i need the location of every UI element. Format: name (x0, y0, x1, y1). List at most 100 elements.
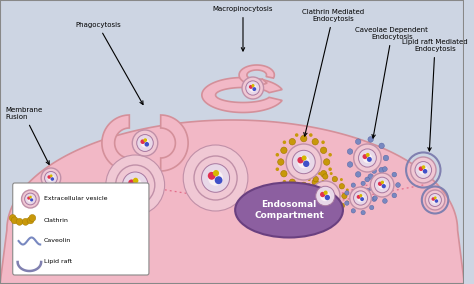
Circle shape (321, 180, 325, 183)
Circle shape (283, 141, 286, 144)
Circle shape (286, 144, 321, 180)
Circle shape (332, 176, 337, 182)
Circle shape (351, 209, 356, 213)
Circle shape (357, 194, 365, 202)
Circle shape (321, 141, 325, 144)
Circle shape (330, 172, 333, 175)
Circle shape (133, 178, 138, 183)
Circle shape (306, 203, 311, 208)
Circle shape (128, 178, 142, 192)
Circle shape (318, 172, 321, 175)
Circle shape (342, 193, 347, 199)
Circle shape (289, 139, 295, 145)
Circle shape (249, 85, 253, 89)
Circle shape (298, 156, 310, 168)
FancyBboxPatch shape (13, 183, 149, 275)
Circle shape (21, 190, 39, 208)
Circle shape (381, 181, 384, 184)
Text: Extracellular vesicle: Extracellular vesicle (44, 197, 108, 202)
Circle shape (379, 143, 384, 149)
Circle shape (51, 177, 54, 181)
Circle shape (340, 178, 343, 181)
Circle shape (422, 165, 425, 169)
Polygon shape (161, 115, 188, 171)
Circle shape (392, 172, 397, 177)
Circle shape (309, 133, 312, 137)
Circle shape (347, 149, 353, 154)
Circle shape (357, 195, 361, 199)
Circle shape (345, 201, 349, 205)
Circle shape (320, 170, 327, 177)
Circle shape (278, 159, 284, 165)
Circle shape (396, 183, 401, 187)
Circle shape (106, 155, 164, 215)
Circle shape (47, 175, 51, 179)
Circle shape (368, 174, 374, 179)
Circle shape (16, 218, 23, 225)
Circle shape (27, 197, 30, 200)
Circle shape (208, 172, 216, 180)
Circle shape (308, 211, 310, 214)
Circle shape (351, 183, 356, 187)
Circle shape (378, 182, 382, 186)
Circle shape (183, 145, 248, 211)
Circle shape (301, 155, 307, 161)
Circle shape (365, 177, 370, 182)
Circle shape (122, 172, 148, 198)
Circle shape (435, 199, 438, 203)
Circle shape (281, 147, 287, 154)
Circle shape (370, 186, 374, 191)
Circle shape (360, 197, 364, 201)
Circle shape (128, 179, 135, 187)
Circle shape (415, 162, 431, 178)
Circle shape (301, 135, 307, 142)
Circle shape (213, 170, 219, 176)
Circle shape (312, 179, 319, 185)
Circle shape (140, 139, 145, 144)
Circle shape (434, 196, 437, 199)
Circle shape (45, 172, 57, 185)
Circle shape (350, 187, 371, 209)
Circle shape (301, 182, 307, 189)
Circle shape (359, 194, 362, 197)
Circle shape (368, 137, 374, 142)
Text: Clathrin Mediated
Endocytosis: Clathrin Mediated Endocytosis (302, 9, 364, 136)
Circle shape (313, 210, 319, 216)
Circle shape (372, 169, 376, 173)
Circle shape (330, 217, 333, 220)
Text: Caveolin: Caveolin (44, 239, 72, 243)
Circle shape (328, 153, 332, 156)
Circle shape (29, 214, 36, 222)
Text: Membrane
Fusion: Membrane Fusion (5, 107, 49, 164)
Circle shape (313, 176, 319, 182)
Circle shape (308, 178, 310, 181)
Circle shape (382, 184, 386, 188)
Circle shape (367, 157, 372, 162)
Text: Lipid raft: Lipid raft (44, 260, 72, 264)
Circle shape (252, 84, 255, 87)
Circle shape (328, 168, 332, 171)
Circle shape (323, 174, 328, 179)
Circle shape (132, 130, 158, 156)
Circle shape (252, 87, 256, 91)
Circle shape (428, 193, 441, 206)
Circle shape (25, 193, 36, 205)
Circle shape (370, 205, 374, 210)
Circle shape (372, 197, 376, 201)
Circle shape (320, 147, 327, 154)
Circle shape (292, 150, 315, 174)
Circle shape (9, 214, 16, 222)
Circle shape (309, 187, 312, 191)
Circle shape (354, 191, 367, 205)
Circle shape (303, 193, 309, 199)
Circle shape (354, 144, 381, 172)
Circle shape (27, 217, 34, 224)
Circle shape (356, 172, 361, 177)
Circle shape (345, 191, 349, 195)
Circle shape (410, 157, 436, 183)
Circle shape (137, 135, 153, 151)
Circle shape (419, 166, 428, 175)
Circle shape (366, 153, 370, 157)
Circle shape (41, 168, 61, 188)
Circle shape (325, 195, 330, 200)
